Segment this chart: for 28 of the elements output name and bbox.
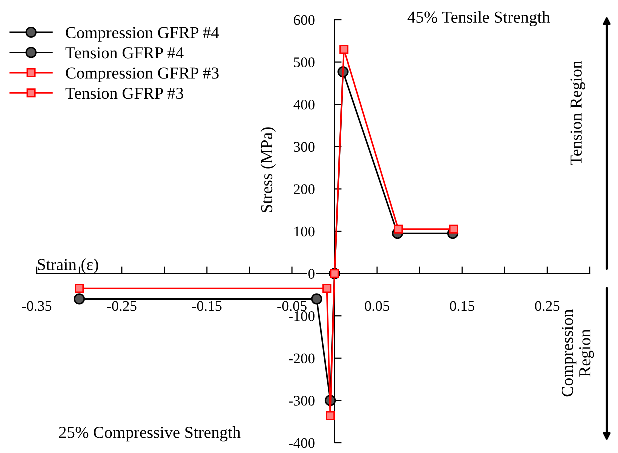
x-tick-label: 0.25 — [535, 301, 560, 312]
y-tick-label: -200 — [289, 354, 315, 364]
y-tick-label: 600 — [294, 15, 315, 26]
legend-label: Compression GFRP #3 — [66, 68, 219, 82]
x-tick-label: 0.05 — [365, 301, 390, 312]
x-tick-label: -0.15 — [192, 301, 222, 312]
annotation: 25% Compressive Strength — [59, 426, 241, 442]
annotation: Compression Region — [562, 310, 594, 397]
legend-label: Tension GFRP #3 — [66, 88, 184, 100]
y-tick-label: 400 — [294, 100, 315, 110]
y-tick-label: 100 — [294, 226, 315, 237]
y-tick-label: 300 — [294, 142, 315, 152]
annotation: 45% Tensile Strength — [408, 11, 550, 26]
x-tick-label: -0.35 — [22, 301, 52, 312]
y-tick-label: 0 — [308, 269, 315, 280]
y-tick-label: -100 — [289, 311, 315, 322]
y-tick-label: 200 — [294, 184, 315, 194]
y-tick-label: -300 — [289, 396, 315, 406]
y-tick-label: -400 — [289, 438, 315, 448]
annotation: Tension Region — [570, 61, 586, 166]
y-tick-label: 500 — [294, 58, 315, 68]
x-tick-label: -0.05 — [278, 301, 307, 312]
x-tick-label: -0.25 — [107, 301, 137, 312]
x-axis-title: Strain (ε) — [38, 258, 98, 274]
y-axis-title: Stress (MPa) — [260, 128, 276, 212]
x-tick-label: 0.15 — [450, 301, 475, 312]
legend-label: Tension GFRP #4 — [66, 48, 184, 59]
legend-label: Compression GFRP #4 — [66, 27, 220, 42]
